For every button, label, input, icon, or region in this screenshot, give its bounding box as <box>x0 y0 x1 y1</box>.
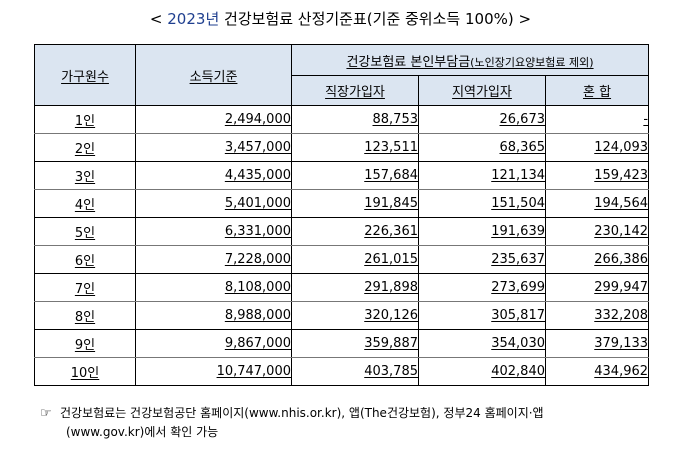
cell-income: 9,867,000 <box>135 329 292 358</box>
cell-household: 9인 <box>34 329 136 358</box>
cell-household: 3인 <box>34 161 136 190</box>
cell-regional: 305,817 <box>418 301 546 330</box>
table-row: 7인 8,108,000 291,898 273,699 299,947 <box>34 273 650 302</box>
page-title: < 2023년 건강보험료 산정기준표(기준 중위소득 100%) > <box>0 8 681 29</box>
cell-income: 10,747,000 <box>135 357 292 386</box>
cell-mixed: 159,423 <box>544 161 650 190</box>
title-close: > <box>513 10 532 28</box>
cell-mixed: 434,962 <box>544 357 650 386</box>
cell-household: 8인 <box>34 301 136 330</box>
table-row: 10인 10,747,000 403,785 402,840 434,962 <box>34 357 650 386</box>
cell-income: 8,988,000 <box>135 301 292 330</box>
cell-income: 7,228,000 <box>135 245 292 274</box>
header-mixed: 혼 합 <box>544 75 650 106</box>
cell-mixed: 266,386 <box>544 245 650 274</box>
footnote-text-1: 건강보험료는 건강보험공단 홈페이지(www.nhis.or.kr), 앱(Th… <box>60 406 544 420</box>
cell-household: 6인 <box>34 245 136 274</box>
cell-household: 5인 <box>34 217 136 246</box>
cell-employee: 157,684 <box>291 161 419 190</box>
cell-household: 10인 <box>34 357 136 386</box>
cell-mixed: 332,208 <box>544 301 650 330</box>
cell-mixed: 230,142 <box>544 217 650 246</box>
cell-employee: 88,753 <box>291 105 419 134</box>
cell-regional: 191,639 <box>418 217 546 246</box>
table-body: 1인 2,494,000 88,753 26,673 - 2인 3,457,00… <box>34 105 650 386</box>
table-row: 6인 7,228,000 261,015 235,637 266,386 <box>34 245 650 274</box>
cell-income: 6,331,000 <box>135 217 292 246</box>
cell-mixed: - <box>544 105 650 134</box>
title-year: 2023년 <box>167 10 220 28</box>
cell-income: 4,435,000 <box>135 161 292 190</box>
table-row: 9인 9,867,000 359,887 354,030 379,133 <box>34 329 650 358</box>
cell-employee: 403,785 <box>291 357 419 386</box>
cell-regional: 68,365 <box>418 133 546 162</box>
cell-employee: 261,015 <box>291 245 419 274</box>
footnote-text-2: (www.gov.kr)에서 확인 가능 <box>66 425 219 439</box>
cell-employee: 291,898 <box>291 273 419 302</box>
cell-employee: 191,845 <box>291 189 419 218</box>
cell-household: 2인 <box>34 133 136 162</box>
table-row: 8인 8,988,000 320,126 305,817 332,208 <box>34 301 650 330</box>
footnote-line-1: ☞ 건강보험료는 건강보험공단 홈페이지(www.nhis.or.kr), 앱(T… <box>40 404 650 423</box>
pointing-hand-icon: ☞ <box>40 406 52 421</box>
footnote-line-2: (www.gov.kr)에서 확인 가능 <box>40 423 650 442</box>
cell-mixed: 299,947 <box>544 273 650 302</box>
cell-household: 4인 <box>34 189 136 218</box>
table-row: 4인 5,401,000 191,845 151,504 194,564 <box>34 189 650 218</box>
premium-table: 가구원수 소득기준 건강보험료 본인부담금(노인장기요양보험료 제외) 직장가입… <box>34 44 650 386</box>
cell-regional: 354,030 <box>418 329 546 358</box>
cell-income: 3,457,000 <box>135 133 292 162</box>
cell-employee: 123,511 <box>291 133 419 162</box>
cell-regional: 273,699 <box>418 273 546 302</box>
cell-household: 1인 <box>34 105 136 134</box>
title-text: 건강보험료 산정기준표(기준 중위소득 100%) <box>219 10 514 28</box>
header-employee: 직장가입자 <box>291 75 419 106</box>
cell-regional: 121,134 <box>418 161 546 190</box>
cell-employee: 359,887 <box>291 329 419 358</box>
cell-regional: 151,504 <box>418 189 546 218</box>
cell-income: 5,401,000 <box>135 189 292 218</box>
cell-income: 8,108,000 <box>135 273 292 302</box>
footnote: ☞ 건강보험료는 건강보험공단 홈페이지(www.nhis.or.kr), 앱(T… <box>40 404 650 442</box>
cell-mixed: 194,564 <box>544 189 650 218</box>
title-open: < <box>149 10 168 28</box>
cell-regional: 235,637 <box>418 245 546 274</box>
cell-household: 7인 <box>34 273 136 302</box>
header-regional: 지역가입자 <box>418 75 546 106</box>
header-copay-main: 건강보험료 본인부담금 <box>346 54 471 70</box>
header-copay-sub: (노인장기요양보험료 제외) <box>470 55 594 69</box>
header-copay: 건강보험료 본인부담금(노인장기요양보험료 제외) <box>290 44 650 76</box>
cell-income: 2,494,000 <box>135 105 292 134</box>
cell-employee: 320,126 <box>291 301 419 330</box>
table-row: 5인 6,331,000 226,361 191,639 230,142 <box>34 217 650 246</box>
cell-mixed: 379,133 <box>544 329 650 358</box>
header-household: 가구원수 <box>34 44 136 106</box>
table-row: 1인 2,494,000 88,753 26,673 - <box>34 105 650 134</box>
cell-regional: 402,840 <box>418 357 546 386</box>
cell-employee: 226,361 <box>291 217 419 246</box>
cell-regional: 26,673 <box>418 105 546 134</box>
table-header: 가구원수 소득기준 건강보험료 본인부담금(노인장기요양보험료 제외) 직장가입… <box>34 44 650 106</box>
header-income: 소득기준 <box>135 44 292 106</box>
cell-mixed: 124,093 <box>544 133 650 162</box>
table-row: 2인 3,457,000 123,511 68,365 124,093 <box>34 133 650 162</box>
table-row: 3인 4,435,000 157,684 121,134 159,423 <box>34 161 650 190</box>
